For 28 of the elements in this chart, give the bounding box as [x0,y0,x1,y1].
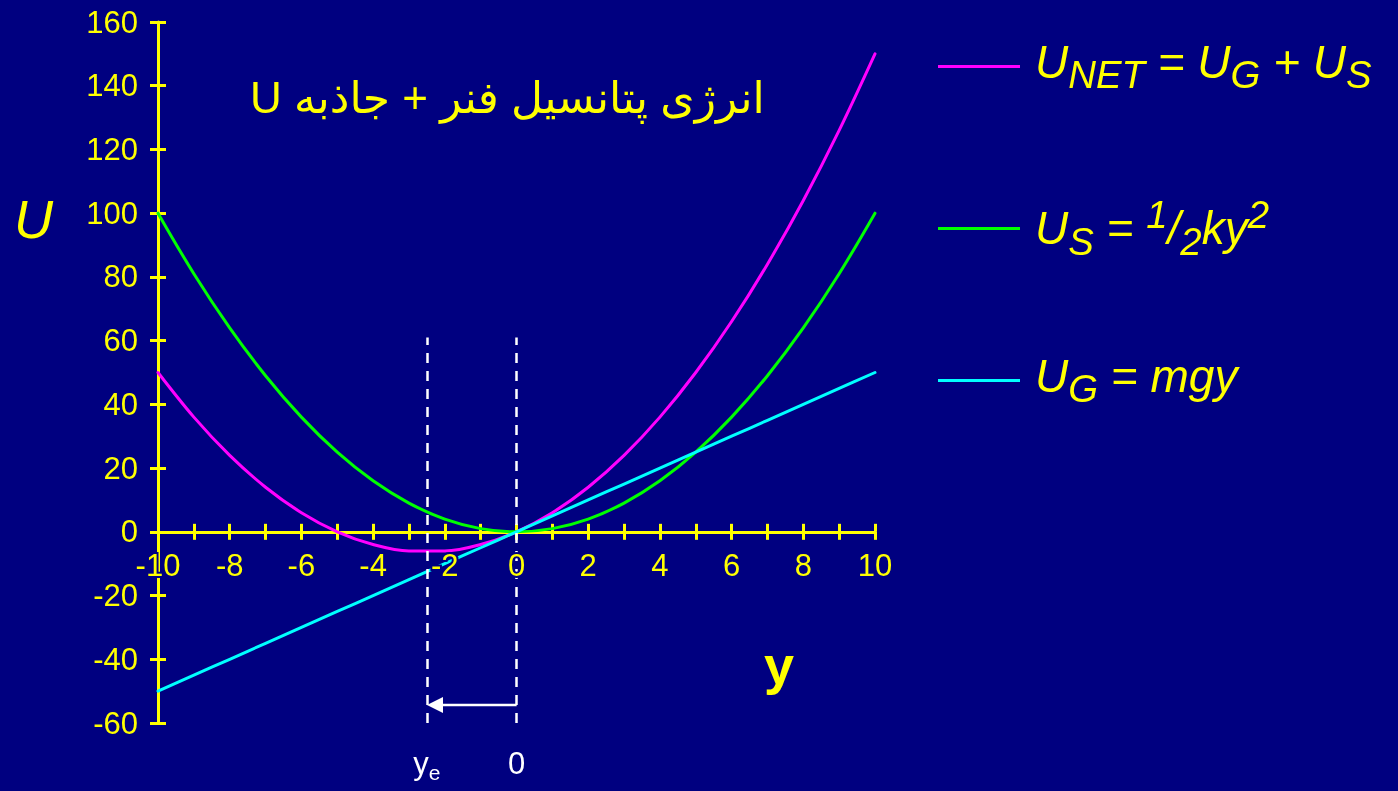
y-tick-label: 100 [86,195,138,231]
legend-label: U$_{S}$ = $^{1}$/$_{2}$ky$^{2}$ [1035,192,1270,265]
y-tick-label: -20 [93,578,138,614]
y-tick-label: 160 [86,4,138,40]
legend-label: U$_{G}$ = mgy [1035,349,1238,413]
y-tick-label: 140 [86,68,138,104]
y-tick-label: 120 [86,131,138,167]
y-tick-label: 40 [103,386,138,422]
legend-label: U$_{NET}$ = U$_{G}$ + U$_{S}$ [1035,35,1372,99]
x-axis-title: y [764,635,795,696]
text: انرژی پتانسیل فنر + جاذبه U [250,73,765,123]
x-tick-label: 10 [857,547,893,583]
y-tick-label: 20 [103,450,138,486]
y-tick-label: 0 [120,514,138,550]
ref-line-label: 0 [507,745,526,781]
x-tick-label: 0 [507,547,526,583]
x-tick-label: -4 [359,547,387,583]
y-tick-label: 80 [103,259,138,295]
y-axis-title: U [14,189,53,250]
x-tick-label: 6 [722,547,741,583]
x-tick-label: 8 [794,547,812,583]
x-tick-label: 4 [651,547,669,583]
y-tick-label: -40 [93,641,138,677]
y-tick-label: -60 [93,705,138,741]
y-tick-label: 60 [103,323,138,359]
x-tick-label: -6 [287,547,316,583]
x-tick-label: 2 [579,547,597,583]
x-tick-label: -8 [215,547,244,583]
